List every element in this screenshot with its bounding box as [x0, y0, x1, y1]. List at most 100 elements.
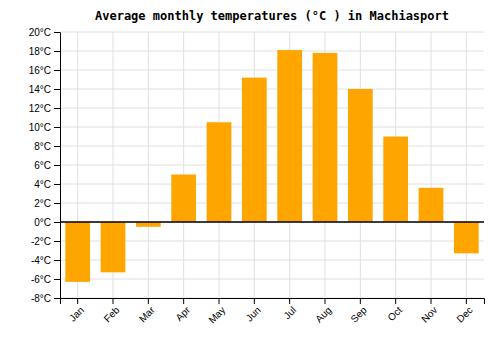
tick: 16°C: [29, 65, 60, 76]
tick: Jul: [281, 298, 298, 321]
tick-label: Jun: [244, 304, 263, 323]
bar: [313, 53, 338, 222]
zero-line: [60, 221, 484, 223]
tick-mark: [254, 298, 255, 304]
tick: 10°C: [29, 122, 60, 133]
tick-mark: [54, 127, 60, 128]
tick-mark: [54, 203, 60, 204]
tick-label: Jul: [281, 304, 298, 321]
tick: 0°C: [34, 217, 60, 228]
tick-mark: [54, 89, 60, 90]
grid-line: [60, 70, 484, 71]
bar: [383, 137, 408, 223]
grid-line: [148, 32, 149, 298]
tick-mark: [54, 279, 60, 280]
grid-line: [60, 32, 484, 33]
tick-mark: [395, 298, 396, 304]
tick-label: Feb: [102, 304, 122, 324]
tick-label: Aug: [313, 304, 333, 324]
tick-label: 6°C: [34, 160, 51, 171]
bar: [454, 222, 479, 253]
tick: Dec: [454, 298, 474, 325]
tick-label: 14°C: [29, 84, 51, 95]
tick-mark: [54, 298, 60, 299]
tick: May: [206, 298, 227, 326]
tick: Sep: [348, 298, 369, 325]
tick-label: Mar: [137, 304, 157, 324]
tick-label: 18°C: [29, 46, 51, 57]
tick: -2°C: [31, 236, 60, 247]
tick-label: 4°C: [34, 179, 51, 190]
tick-mark: [431, 298, 432, 304]
tick-mark: [54, 184, 60, 185]
tick-mark: [77, 298, 78, 304]
tick: 18°C: [29, 46, 60, 57]
tick-label: Oct: [385, 304, 404, 323]
plot: -8°C-6°C-4°C-2°C0°C2°C4°C6°C8°C10°C12°C1…: [29, 27, 485, 326]
grid-line: [431, 32, 432, 298]
tick-label: -6°C: [31, 274, 51, 285]
grid-line: [60, 222, 484, 223]
tick-label: Jan: [67, 304, 86, 323]
marks: [60, 50, 484, 282]
tick-mark: [325, 298, 326, 304]
axis-line: [61, 299, 485, 305]
tick-label: 2°C: [34, 198, 51, 209]
tick: 20°C: [29, 27, 60, 38]
tick-label: 10°C: [29, 122, 51, 133]
grid-line: [466, 32, 467, 298]
tick-label: Dec: [454, 304, 474, 324]
tick: 12°C: [29, 103, 60, 114]
tick-label: May: [206, 304, 227, 325]
bar: [348, 89, 373, 222]
grid-line: [183, 32, 184, 298]
tick: Mar: [137, 298, 157, 324]
tick-label: 16°C: [29, 65, 51, 76]
tick-mark: [54, 165, 60, 166]
bar: [65, 222, 90, 282]
tick: Jan: [67, 298, 86, 324]
tick: Apr: [173, 298, 192, 323]
axis-line: [54, 33, 61, 299]
tick-label: 0°C: [34, 217, 51, 228]
grid-line: [60, 146, 484, 147]
grid-line: [60, 89, 484, 90]
bar: [101, 222, 126, 272]
tick-label: Sep: [348, 304, 369, 325]
tick-mark: [54, 146, 60, 147]
tick: -8°C: [31, 293, 60, 304]
y-axis: -8°C-6°C-4°C-2°C0°C2°C4°C6°C8°C10°C12°C1…: [29, 27, 61, 304]
tick-label: 12°C: [29, 103, 51, 114]
bar: [419, 188, 444, 222]
tick-mark: [54, 241, 60, 242]
tick: 4°C: [34, 179, 60, 190]
grid-line: [60, 184, 484, 185]
grid-line: [60, 165, 484, 166]
tick: Oct: [385, 298, 404, 323]
tick: 2°C: [34, 198, 60, 209]
tick-label: Nov: [419, 304, 439, 324]
tick: Jun: [244, 298, 263, 324]
tick-mark: [54, 70, 60, 71]
bar: [207, 122, 232, 222]
grid-line: [60, 108, 484, 109]
grid: [60, 32, 484, 298]
tick: 14°C: [29, 84, 60, 95]
tick-mark: [289, 298, 290, 304]
chart: -8°C-6°C-4°C-2°C0°C2°C4°C6°C8°C10°C12°C1…: [0, 0, 500, 350]
grid-line: [60, 127, 484, 128]
tick-label: 20°C: [29, 27, 51, 38]
grid-line: [60, 51, 484, 52]
tick-mark: [360, 298, 361, 304]
tick-label: Apr: [173, 304, 192, 323]
tick-label: -2°C: [31, 236, 51, 247]
tick-label: -8°C: [31, 293, 51, 304]
bar: [171, 175, 196, 223]
tick-label: -4°C: [31, 255, 51, 266]
tick: 6°C: [34, 160, 60, 171]
grid-line: [60, 279, 484, 280]
tick-mark: [183, 298, 184, 304]
tick: Feb: [102, 298, 122, 324]
tick: Aug: [313, 298, 333, 325]
tick-mark: [113, 298, 114, 304]
